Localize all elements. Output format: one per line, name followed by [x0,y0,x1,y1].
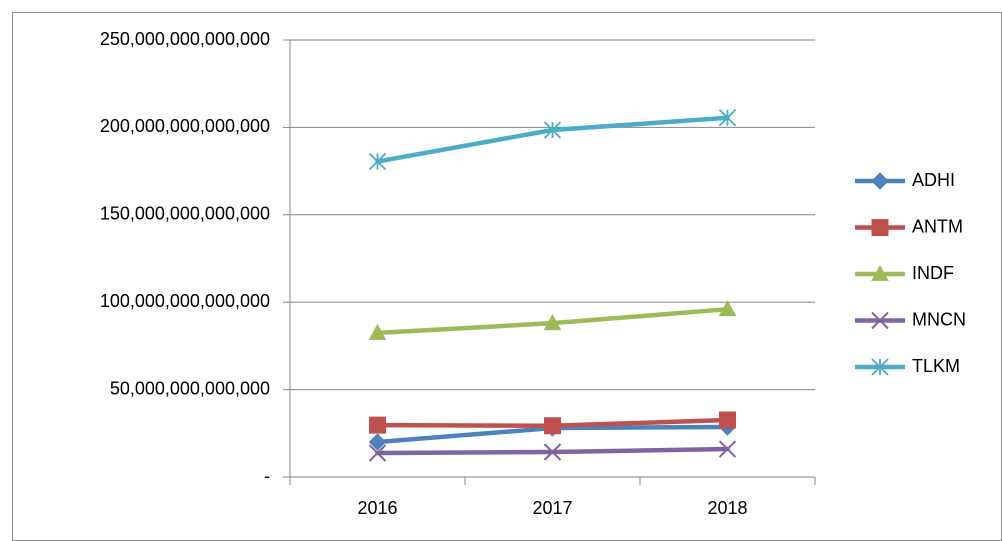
y-tick-label: - [264,466,270,486]
marker [368,152,387,171]
marker [719,411,736,429]
marker [368,433,387,451]
legend-marker [871,311,889,330]
legend-label: INDF [912,263,954,283]
marker [369,416,386,434]
y-tick-label: 250,000,000,000,000 [100,29,270,49]
x-tick-label: 2018 [707,498,747,518]
marker [368,323,387,340]
marker [543,121,562,139]
marker [368,444,387,462]
legend-label: ADHI [912,170,955,190]
y-tick-label: 200,000,000,000,000 [100,116,270,136]
marker [718,440,737,458]
chart-frame [12,12,1002,541]
legend-marker [871,172,889,190]
legend-marker [871,358,889,376]
legend-marker [871,219,889,236]
marker [543,443,562,461]
legend-label: MNCN [912,309,966,329]
legend-label: ANTM [912,216,963,236]
marker [718,300,737,317]
marker [544,417,561,435]
y-tick-label: 100,000,000,000,000 [100,291,270,311]
legend-marker [871,264,889,281]
marker [718,109,737,127]
y-tick-label: 50,000,000,000,000 [110,378,270,398]
marker [543,314,562,331]
x-tick-label: 2017 [532,498,572,518]
y-tick-label: 150,000,000,000,000 [100,204,270,224]
legend-label: TLKM [912,356,960,376]
x-tick-label: 2016 [357,498,397,518]
